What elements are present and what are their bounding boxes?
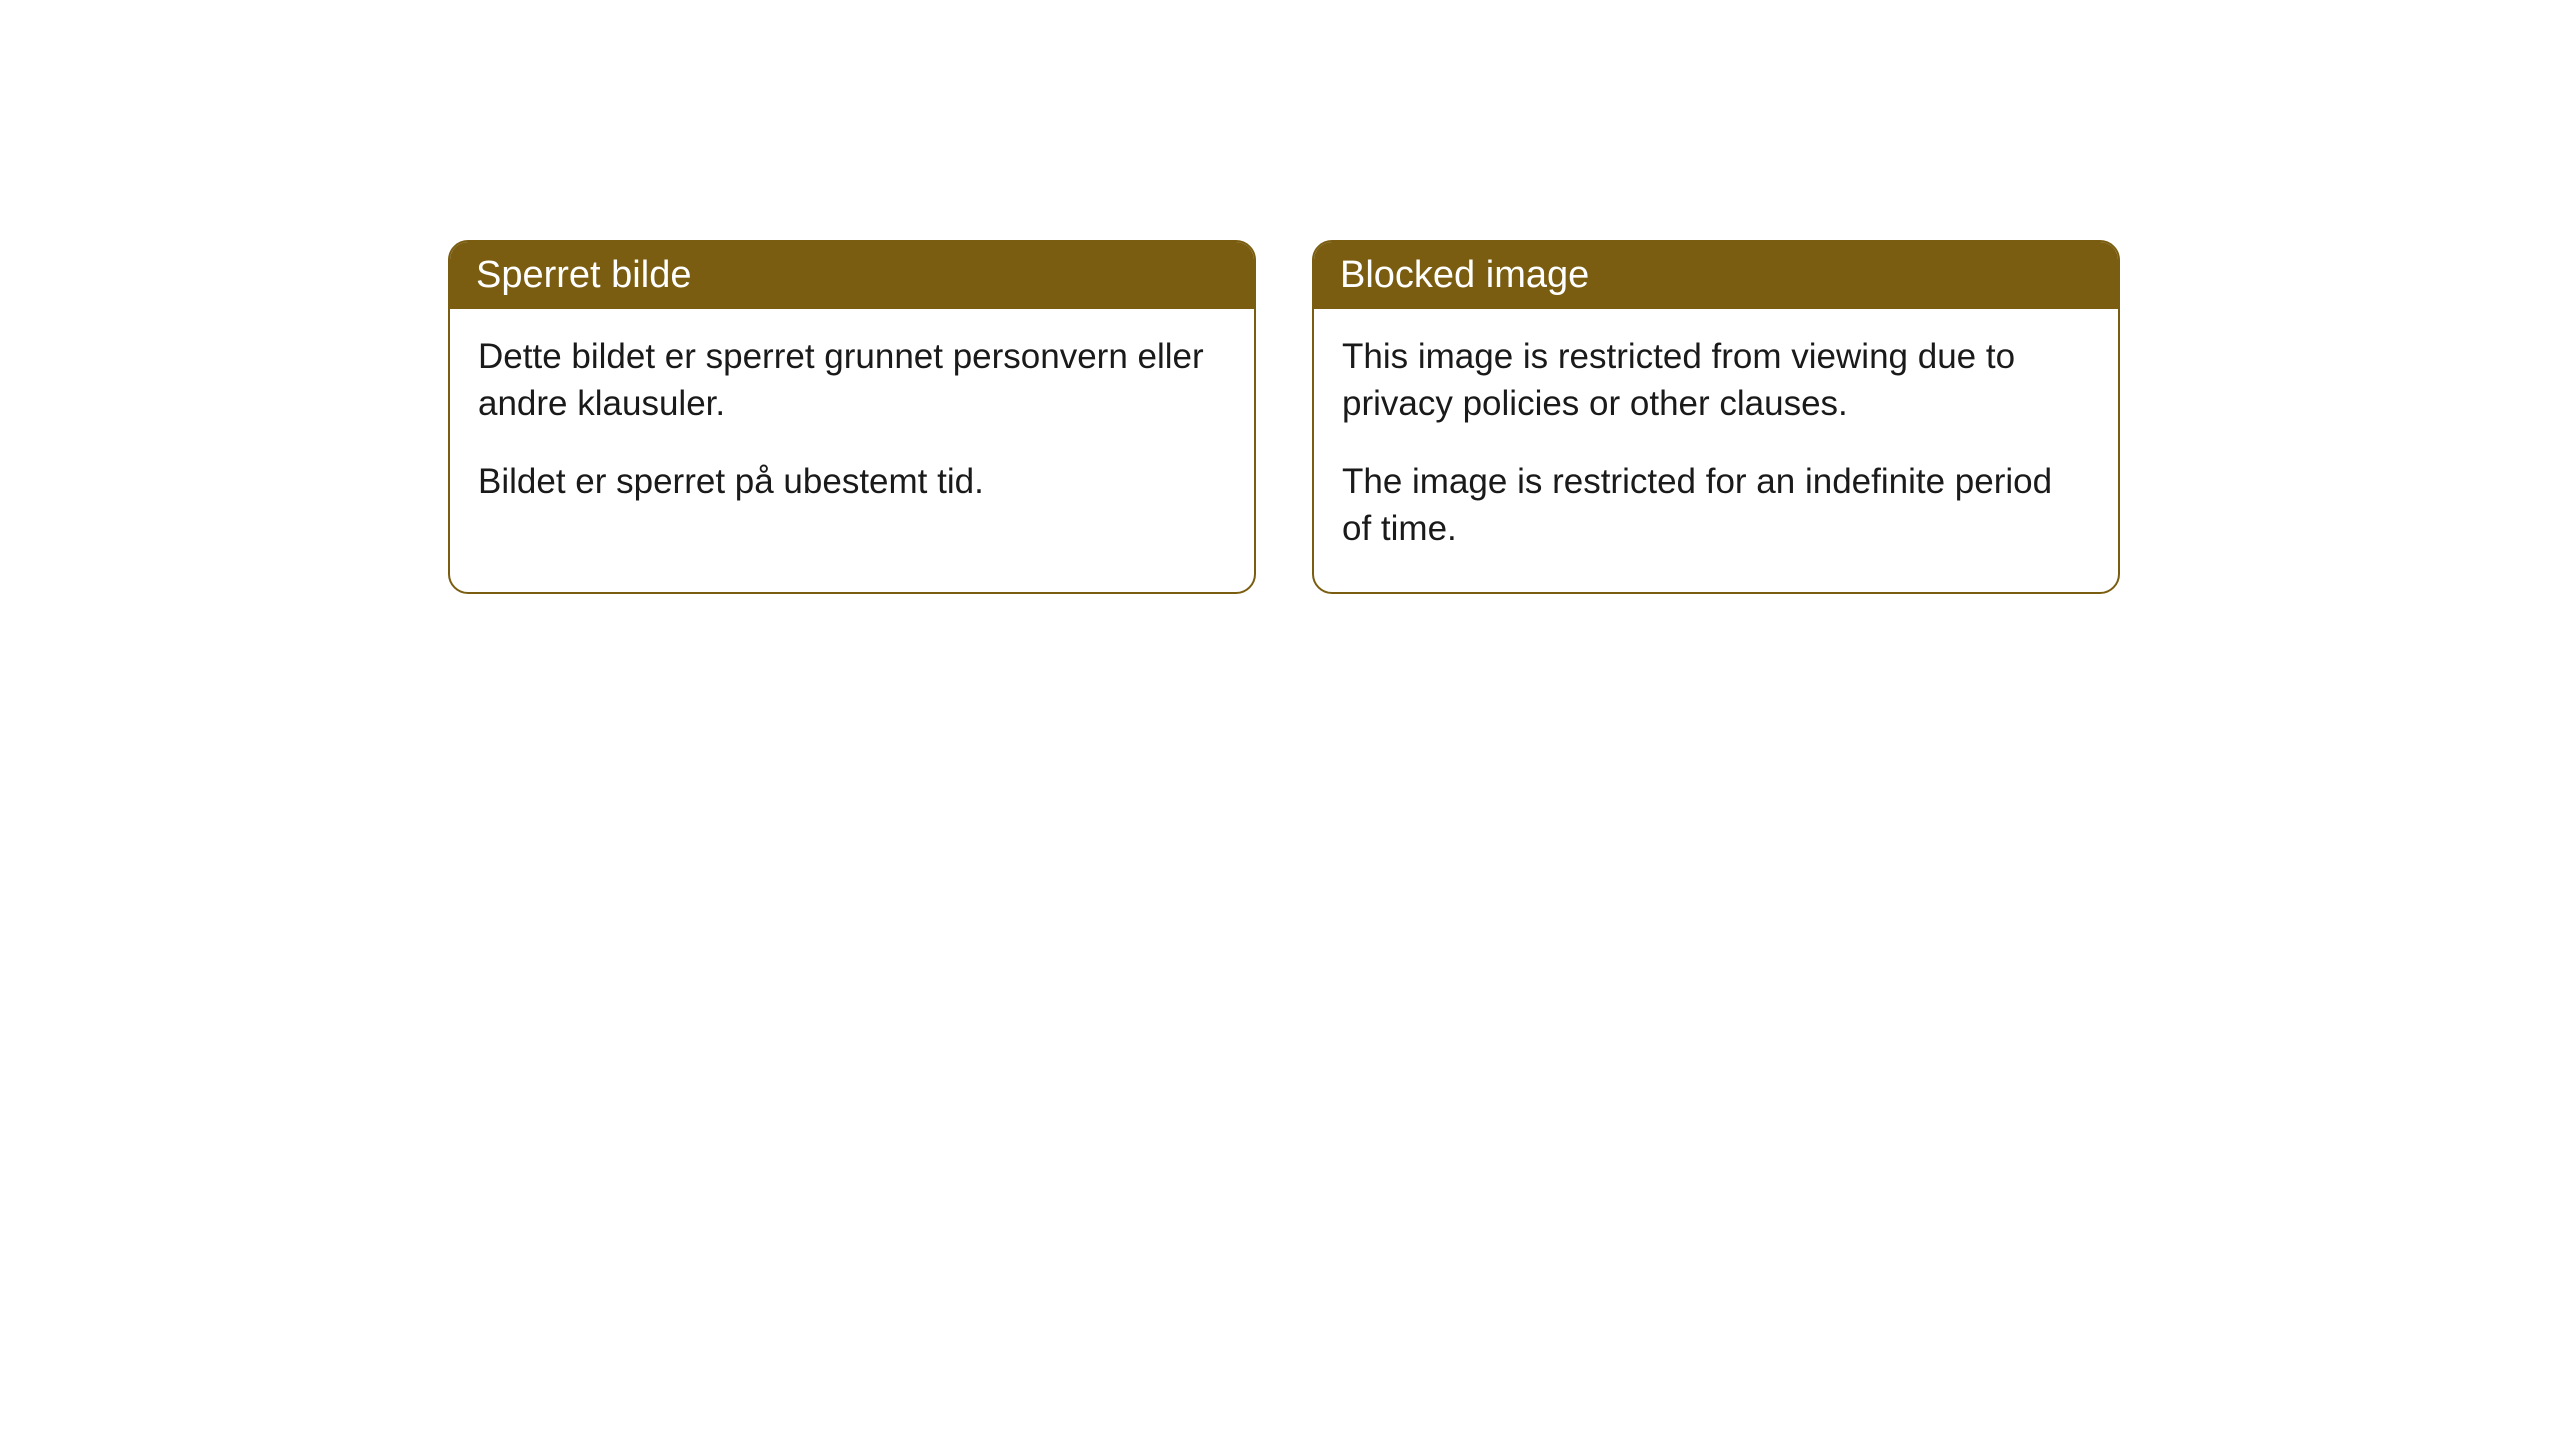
card-body-english: This image is restricted from viewing du…: [1314, 309, 2118, 592]
card-paragraph: Bildet er sperret på ubestemt tid.: [478, 458, 1226, 505]
card-header-norwegian: Sperret bilde: [450, 242, 1254, 309]
card-title: Sperret bilde: [476, 254, 691, 296]
card-title: Blocked image: [1340, 254, 1589, 296]
card-paragraph: This image is restricted from viewing du…: [1342, 333, 2090, 428]
card-paragraph: Dette bildet er sperret grunnet personve…: [478, 333, 1226, 428]
card-norwegian: Sperret bilde Dette bildet er sperret gr…: [448, 240, 1256, 594]
cards-container: Sperret bilde Dette bildet er sperret gr…: [448, 240, 2560, 594]
card-english: Blocked image This image is restricted f…: [1312, 240, 2120, 594]
card-body-norwegian: Dette bildet er sperret grunnet personve…: [450, 309, 1254, 545]
card-paragraph: The image is restricted for an indefinit…: [1342, 458, 2090, 553]
card-header-english: Blocked image: [1314, 242, 2118, 309]
